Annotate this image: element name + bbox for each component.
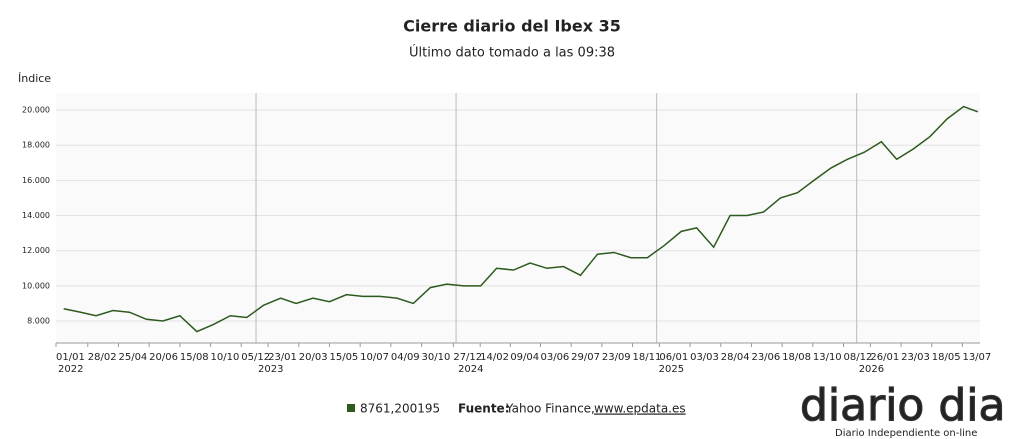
x-tick-label: 28/02 [88,352,117,363]
x-tick-label: 18/08 [782,352,811,363]
y-tick-label: 18.000 [22,141,50,150]
legend-label: 8761,200195 [360,402,440,416]
year-label: 2026 [859,364,884,375]
x-tick-label: 29/07 [571,352,600,363]
y-tick-label: 20.000 [22,106,50,115]
x-tick-label: 23/01 [268,352,297,363]
x-tick-label: 15/08 [180,352,209,363]
x-tick-label: 30/10 [422,352,451,363]
x-tick-label: 14/02 [480,352,509,363]
source-link[interactable]: www.epdata.es [594,402,686,416]
x-tick-label: 18/11 [633,352,662,363]
x-tick-label: 27/12 [453,352,482,363]
x-tick-label: 18/05 [932,352,961,363]
y-tick-label: 8.000 [27,317,50,326]
x-tick-label: 23/06 [751,352,780,363]
x-tick-label: 01/01 [56,352,85,363]
x-tick-label: 28/04 [721,352,750,363]
x-tick-label: 06/01 [659,352,688,363]
x-tick-label: 05/12 [241,352,270,363]
x-tick-label: 23/09 [602,352,631,363]
y-tick-label: 16.000 [22,176,50,185]
year-label: 2024 [458,364,483,375]
logo-tagline: Diario Independiente on-line [835,428,977,439]
y-tick-label: 12.000 [22,246,50,255]
chart-title: Cierre diario del Ibex 35 [403,17,621,36]
x-tick-label: 08/12 [844,352,873,363]
data-line [63,105,979,333]
chart-subtitle: Último dato tomado a las 09:38 [409,45,615,61]
source-text: Yahoo Finance, [505,402,595,416]
x-tick-label: 10/07 [360,352,389,363]
x-tick-label: 15/05 [329,352,358,363]
x-tick-label: 13/10 [813,352,842,363]
x-tick-label: 13/07 [962,352,991,363]
legend-swatch [347,404,355,412]
x-tick-label: 03/03 [690,352,719,363]
x-tick-label: 25/04 [118,352,147,363]
y-axis-label: Índice [18,72,51,85]
y-tick-label: 10.000 [22,281,50,290]
x-tick-label: 03/06 [540,352,569,363]
x-tick-label: 09/04 [510,352,539,363]
x-tick-label: 20/06 [149,352,178,363]
x-tick-label: 26/01 [870,352,899,363]
y-tick-label: 14.000 [22,211,50,220]
x-tick-label: 04/09 [391,352,420,363]
logo: diario dia [800,380,1005,431]
source-label: Fuente: [458,402,510,416]
x-tick-label: 23/03 [901,352,930,363]
year-label: 2025 [659,364,684,375]
x-tick-label: 20/03 [299,352,328,363]
year-label: 2023 [258,364,283,375]
year-label: 2022 [58,364,83,375]
x-tick-label: 10/10 [211,352,240,363]
plot-area [56,93,980,343]
